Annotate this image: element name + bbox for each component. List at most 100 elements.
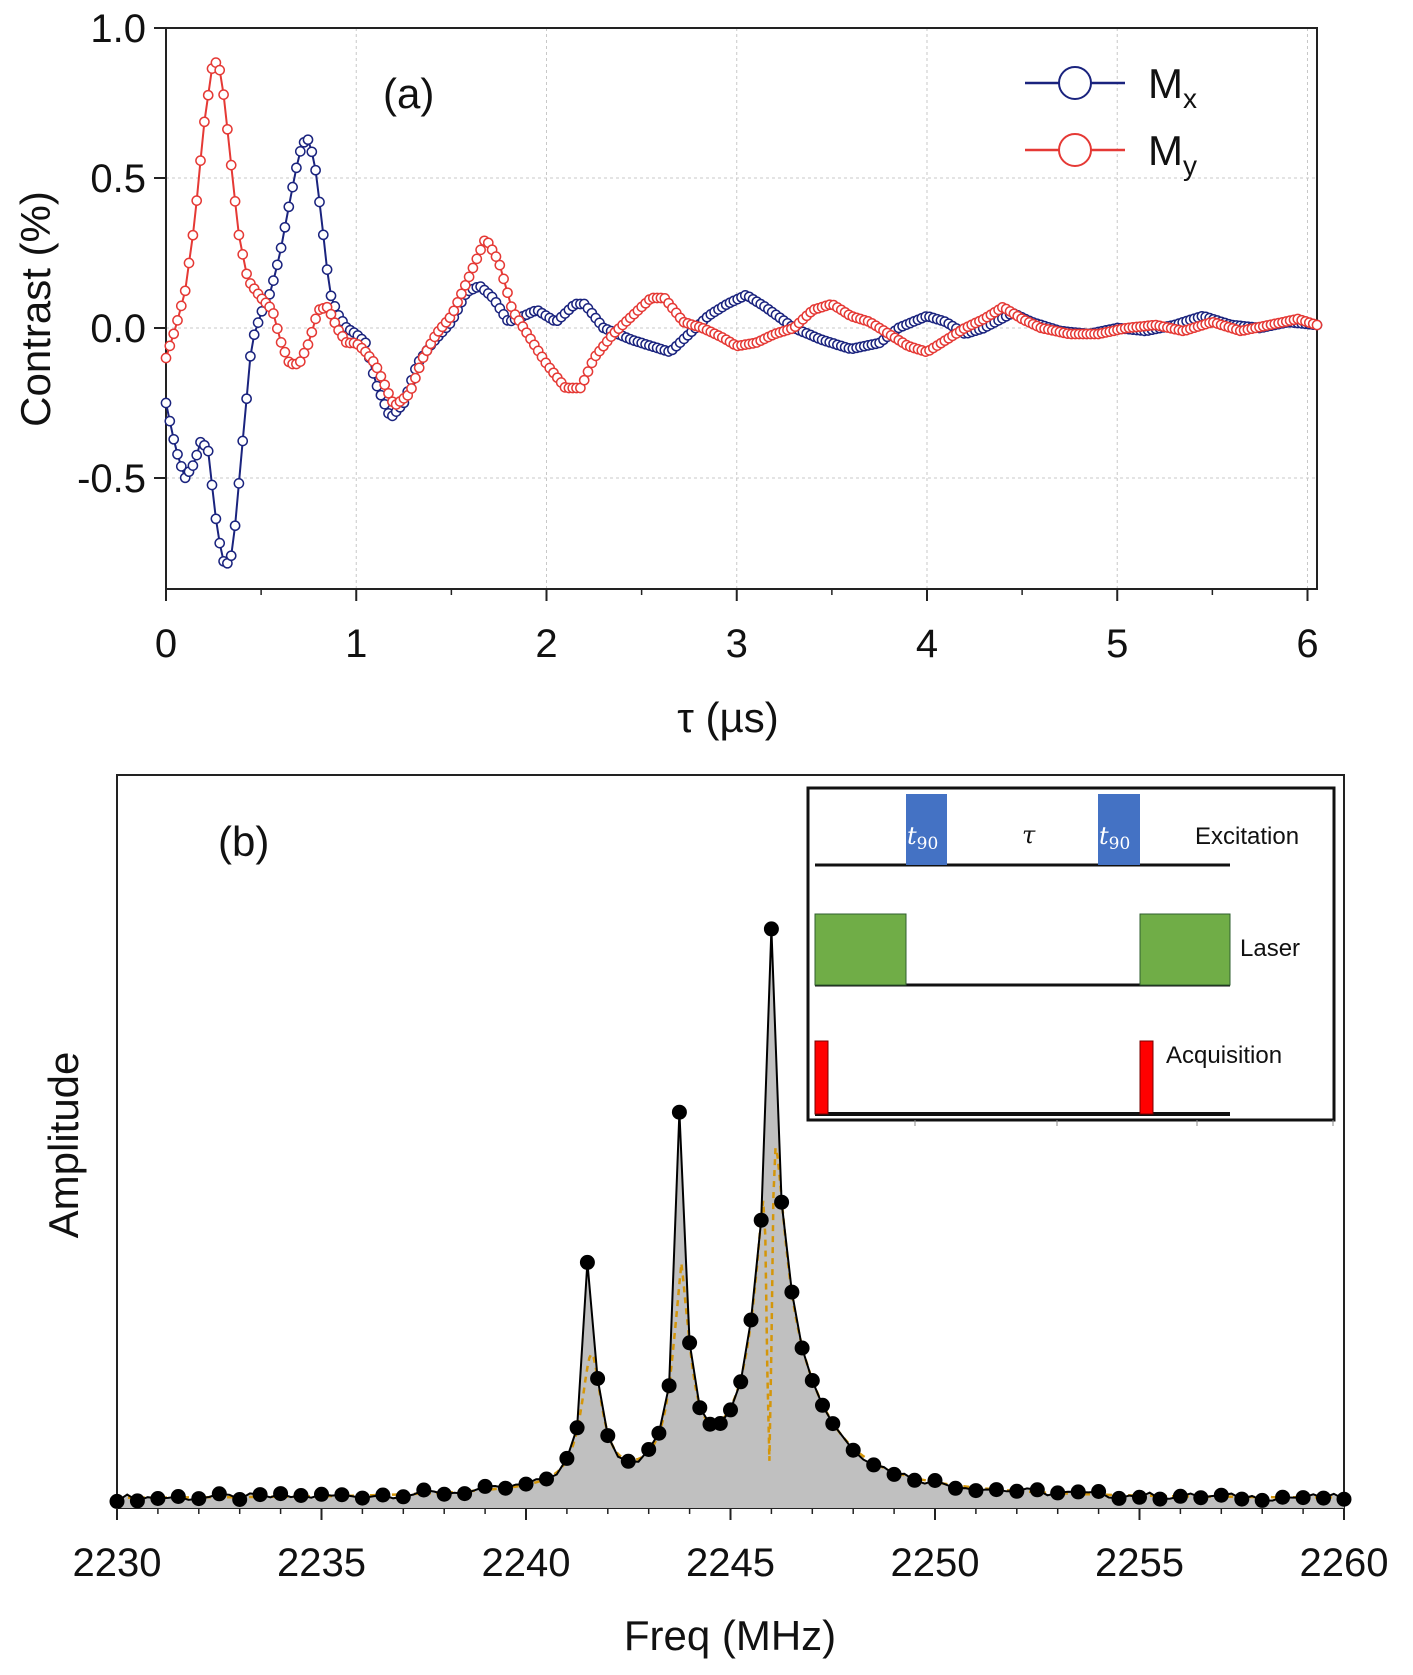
data-point-mx	[314, 196, 325, 208]
data-point-mx	[252, 317, 264, 328]
legend-entry-my: My	[1025, 127, 1197, 181]
legend-mx-text: Mx	[1148, 60, 1197, 114]
spectrum-point	[518, 1476, 534, 1492]
spectrum-point	[723, 1402, 738, 1418]
spectrum-point	[1152, 1491, 1168, 1507]
data-point-mx	[317, 229, 329, 241]
excitation-pulse-2	[1098, 794, 1140, 865]
legend-mx-marker	[1058, 66, 1092, 100]
data-point-mx	[191, 449, 203, 461]
data-point-mx	[225, 550, 237, 562]
spectrum-point	[886, 1466, 902, 1482]
panel-b-x-ticks: 2230 2235 2240 2245 2250 2255 2260	[73, 1508, 1389, 1585]
data-point-mx	[291, 162, 302, 174]
data-point-my	[268, 308, 279, 319]
spectrum-point	[620, 1453, 636, 1469]
data-point-my	[191, 195, 203, 206]
panel-a-x-tick-label: 2	[535, 622, 557, 666]
panel-b-x-tick-label: 2235	[277, 1541, 366, 1585]
spectrum-point	[845, 1442, 861, 1458]
panel-a-x-tick-label: 0	[155, 622, 177, 666]
spectrum-point	[395, 1489, 411, 1505]
data-point-mx	[287, 181, 298, 193]
spectrum-point	[927, 1473, 943, 1488]
spectrum-point	[191, 1491, 207, 1507]
panel-b-chart: 2230 2235 2240 2245 2250 2255 2260 (b) Freq (M…	[40, 774, 1389, 1659]
data-point-my	[172, 315, 183, 326]
spectrum-point	[1275, 1489, 1291, 1505]
data-point-my	[379, 379, 391, 391]
data-point-my	[582, 366, 594, 377]
pulse-2-t: t	[1099, 822, 1109, 850]
data-point-my	[310, 313, 321, 325]
panel-a-y-tick-label: 1.0	[90, 7, 146, 51]
excitation-row: t90 t90 τ Excitation	[815, 794, 1299, 867]
spectrum-point	[252, 1487, 268, 1503]
spectrum-point	[948, 1480, 963, 1496]
spectrum-point	[1091, 1484, 1107, 1499]
data-point-my	[179, 285, 191, 297]
data-point-my	[222, 123, 233, 135]
data-point-my	[302, 339, 314, 350]
spectrum-point	[763, 921, 779, 937]
data-point-my	[199, 116, 210, 128]
panel-b-label: (b)	[218, 818, 269, 865]
data-point-my	[578, 374, 590, 386]
data-point-mx	[241, 393, 252, 405]
spectrum-point	[129, 1493, 145, 1509]
data-point-my	[275, 337, 287, 348]
spectrum-point	[211, 1486, 227, 1502]
data-point-my	[1311, 319, 1323, 331]
data-point-my	[214, 64, 226, 76]
data-point-my	[241, 268, 252, 280]
data-point-my	[383, 387, 394, 399]
panel-b-x-tick-label: 2260	[1300, 1541, 1389, 1585]
data-point-my	[448, 305, 460, 317]
spectrum-point	[539, 1471, 554, 1487]
spectrum-point	[590, 1371, 606, 1386]
panel-a-legend: Mx My	[1025, 60, 1197, 181]
spectrum-point	[1009, 1483, 1025, 1499]
series-mx	[160, 134, 1323, 569]
laser-pulse-2	[1139, 913, 1231, 986]
spectrum-point	[1295, 1490, 1311, 1506]
data-point-mx	[214, 537, 226, 549]
spectrum-point	[600, 1428, 616, 1444]
data-point-my	[160, 352, 172, 364]
laser-row: Laser	[814, 913, 1300, 987]
data-point-my	[410, 372, 421, 384]
data-point-mx	[310, 164, 321, 176]
panel-a-x-tick-label: 3	[726, 622, 748, 666]
panel-a-x-ticks: 0 1 2 3 4 5 6	[155, 589, 1319, 666]
spectrum-point	[375, 1487, 391, 1503]
spectrum-point	[753, 1212, 769, 1228]
data-point-mx	[268, 275, 279, 286]
spectrum-point	[712, 1416, 728, 1431]
spectrum-point	[1132, 1489, 1147, 1505]
spectrum-point	[477, 1478, 493, 1494]
laser-pulse-1	[814, 913, 907, 986]
spectrum-point	[436, 1486, 452, 1502]
inset-frame-ticks	[914, 1120, 1334, 1126]
data-point-my	[467, 262, 479, 274]
spectrum-point	[109, 1493, 125, 1509]
spectrum-point	[774, 1194, 790, 1210]
acquisition-pulse-2	[1139, 1040, 1154, 1115]
legend-my-name: M	[1148, 127, 1183, 174]
data-point-my	[271, 323, 283, 334]
panel-a-x-tick-label: 6	[1296, 622, 1318, 666]
data-point-my	[195, 155, 206, 166]
data-point-my	[237, 249, 249, 260]
data-point-my	[306, 326, 318, 338]
data-point-mx	[245, 350, 256, 362]
panel-a-chart: 0 1 2 3 4 5 6 1.0 0.5 0.0 -0.5 (a) τ (µs) Contras…	[12, 7, 1323, 741]
data-point-my	[452, 296, 463, 308]
spectrum-point	[232, 1492, 248, 1507]
data-point-mx	[172, 448, 183, 460]
data-point-mx	[187, 460, 199, 471]
data-point-my	[183, 257, 195, 269]
pulse-2-sub: 90	[1109, 834, 1131, 854]
data-point-my	[202, 89, 214, 101]
data-point-my	[406, 383, 417, 394]
series-my	[160, 57, 1323, 410]
